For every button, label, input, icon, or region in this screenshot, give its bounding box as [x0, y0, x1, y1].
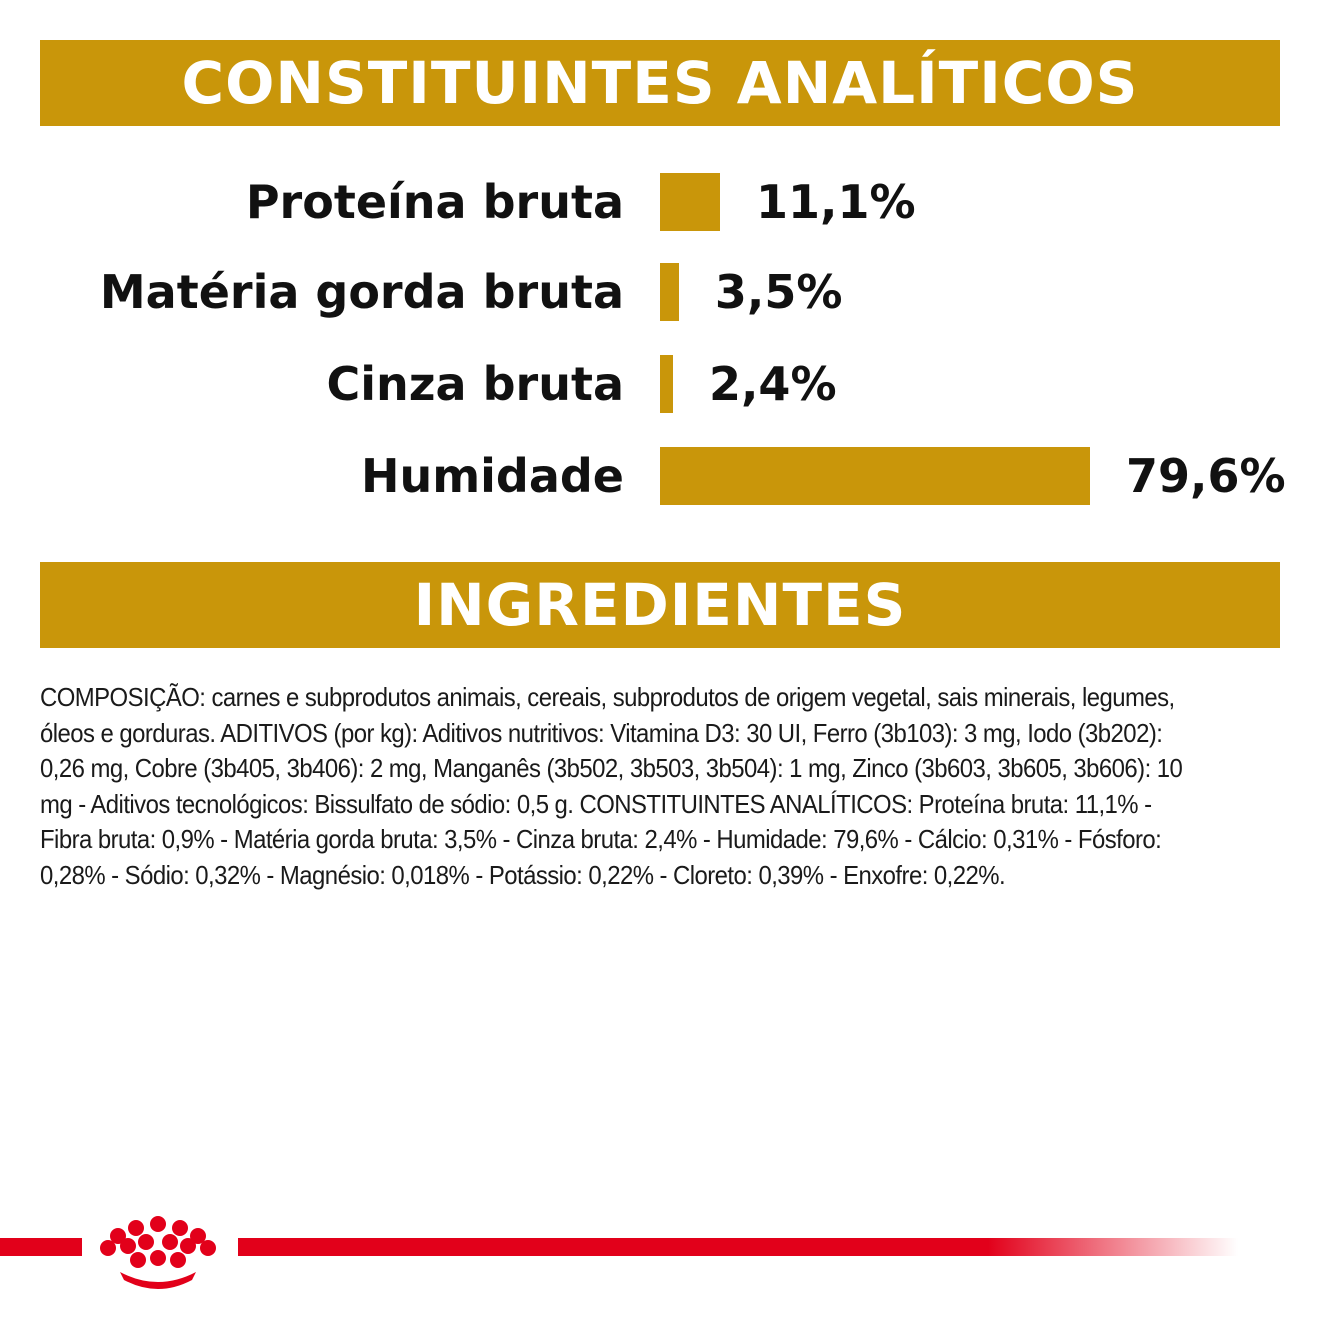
bar-value-1: 11,1%	[755, 175, 916, 229]
bar-label-4: Humidade	[360, 449, 624, 503]
bar-value-3: 2,4%	[708, 357, 837, 411]
composition-text: COMPOSIÇÃO: carnes e subprodutos animais…	[40, 682, 1183, 890]
footer-red-line-right	[238, 1238, 1238, 1256]
analytic-chart: Proteína bruta 11,1% Matéria gorda bruta 3,…	[0, 150, 1320, 530]
ingredients-header: INGREDIENTES	[40, 562, 1280, 648]
royal-canin-crown-icon	[100, 1216, 216, 1289]
bar-label-1: Proteína bruta	[245, 175, 624, 229]
ingredients-title: INGREDIENTES	[413, 571, 907, 639]
analytic-constituents-title: CONSTITUINTES ANALÍTICOS	[181, 49, 1139, 117]
footer-red-line-left	[0, 1238, 82, 1256]
bar-1	[660, 173, 720, 231]
bar-3	[660, 355, 673, 413]
bar-label-3: Cinza bruta	[326, 357, 625, 411]
bar-value-2: 3,5%	[714, 265, 843, 319]
bar-value-4: 79,6%	[1126, 449, 1286, 503]
analytic-constituents-header: CONSTITUINTES ANALÍTICOS	[40, 40, 1280, 126]
bar-label-2: Matéria gorda bruta	[99, 265, 624, 319]
bar-2	[660, 263, 679, 321]
bar-4	[660, 447, 1090, 505]
